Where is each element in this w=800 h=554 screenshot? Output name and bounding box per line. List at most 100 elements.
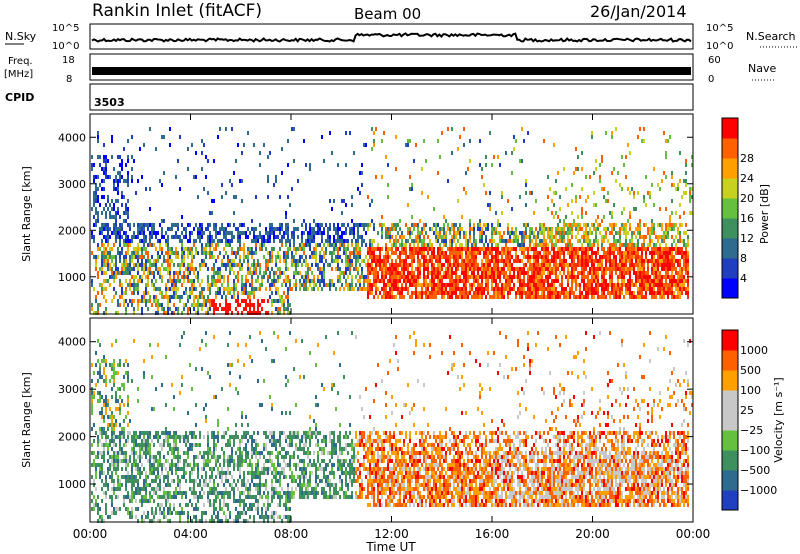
power-cell xyxy=(535,291,537,295)
power-cell xyxy=(385,251,387,255)
power-cell xyxy=(615,295,617,299)
power-cell xyxy=(181,255,183,259)
power-cell xyxy=(645,259,647,263)
power-cell xyxy=(121,271,123,275)
power-cell xyxy=(529,291,531,295)
power-cell xyxy=(613,283,615,287)
power-cell xyxy=(277,267,279,271)
velocity-cell xyxy=(91,451,93,455)
velocity-cell xyxy=(93,395,95,399)
power-cell xyxy=(127,247,129,251)
power-cell xyxy=(115,267,117,271)
power-cell xyxy=(101,167,103,171)
power-cell xyxy=(189,239,191,243)
power-cell xyxy=(519,243,521,247)
power-cell xyxy=(169,143,171,147)
power-cell xyxy=(215,259,217,263)
power-cell xyxy=(335,239,337,243)
power-cell xyxy=(131,259,133,263)
power-cell xyxy=(547,235,549,239)
velocity-cell xyxy=(91,403,93,407)
power-colorbar-tick-label: 8 xyxy=(740,252,747,265)
power-cell xyxy=(415,283,417,287)
power-cell xyxy=(441,131,443,135)
power-cell xyxy=(495,231,497,235)
power-cell xyxy=(405,279,407,283)
power-cell xyxy=(121,291,123,295)
power-cell xyxy=(225,307,227,311)
power-cell xyxy=(255,195,257,199)
power-cell xyxy=(419,275,421,279)
power-cell xyxy=(599,175,601,179)
power-cell xyxy=(437,255,439,259)
power-cell xyxy=(651,227,653,231)
power-cell xyxy=(213,283,215,287)
power-colorbar-segment xyxy=(722,258,738,279)
power-cell xyxy=(189,223,191,227)
power-cell xyxy=(577,223,579,227)
power-cell xyxy=(213,275,215,279)
power-cell xyxy=(199,283,201,287)
power-cell xyxy=(599,295,601,299)
power-cell xyxy=(593,279,595,283)
velocity-cell xyxy=(123,427,125,431)
power-cell xyxy=(473,235,475,239)
power-cell xyxy=(403,275,405,279)
power-cell xyxy=(417,275,419,279)
velocity-cell xyxy=(153,491,155,495)
velocity-cell xyxy=(125,443,127,447)
power-cell xyxy=(495,255,497,259)
power-cell xyxy=(487,287,489,291)
power-cell xyxy=(199,239,201,243)
power-cell xyxy=(607,267,609,271)
power-cell xyxy=(621,279,623,283)
power-cell xyxy=(441,235,443,239)
power-cell xyxy=(631,291,633,295)
power-cell xyxy=(387,295,389,299)
power-cell xyxy=(337,263,339,267)
power-cell xyxy=(497,223,499,227)
power-cell xyxy=(97,219,99,223)
power-cell xyxy=(143,239,145,243)
power-cell xyxy=(463,143,465,147)
power-cell xyxy=(419,247,421,251)
power-cell xyxy=(443,231,445,235)
power-cell xyxy=(437,279,439,283)
power-cell xyxy=(201,231,203,235)
velocity-cell xyxy=(157,471,159,475)
power-cell xyxy=(673,227,675,231)
power-cell xyxy=(101,187,103,191)
power-cell xyxy=(557,227,559,231)
velocity-cell xyxy=(145,447,147,451)
power-cell xyxy=(541,231,543,235)
power-cell xyxy=(405,251,407,255)
power-cell xyxy=(97,291,99,295)
power-cell xyxy=(245,283,247,287)
power-cell xyxy=(685,247,687,251)
power-cell xyxy=(395,295,397,299)
power-cell xyxy=(421,291,423,295)
power-cell xyxy=(359,283,361,287)
power-cell xyxy=(619,247,621,251)
power-cell xyxy=(387,279,389,283)
power-cell xyxy=(229,223,231,227)
power-cell xyxy=(347,255,349,259)
power-cell xyxy=(491,259,493,263)
power-cell xyxy=(191,143,193,147)
power-cell xyxy=(271,223,273,227)
velocity-cell xyxy=(111,419,113,423)
power-cell xyxy=(313,279,315,283)
power-cell xyxy=(357,239,359,243)
power-cell xyxy=(657,291,659,295)
velocity-cell xyxy=(137,455,139,459)
power-cell xyxy=(451,227,453,231)
power-cell xyxy=(667,283,669,287)
power-cell xyxy=(445,283,447,287)
power-cell xyxy=(461,215,463,219)
power-cell xyxy=(119,271,121,275)
power-cell xyxy=(443,271,445,275)
velocity-cell xyxy=(111,487,113,491)
power-cell xyxy=(555,243,557,247)
power-cell xyxy=(449,267,451,271)
velocity-cell xyxy=(123,499,125,503)
